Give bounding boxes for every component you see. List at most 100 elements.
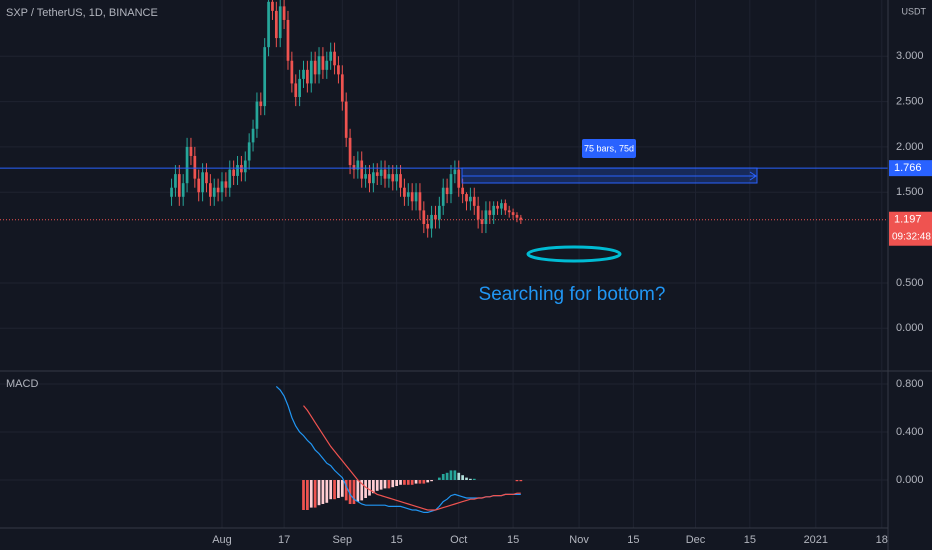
histogram-bar — [465, 477, 468, 480]
histogram-bar — [472, 478, 476, 480]
candle-body — [274, 10, 278, 39]
candle-body — [294, 83, 298, 98]
candle-body — [472, 196, 476, 206]
histogram-bar — [445, 472, 449, 480]
histogram-bar — [383, 480, 387, 489]
candle-body — [220, 181, 224, 193]
histogram-bar — [453, 470, 457, 480]
candle-body — [228, 169, 232, 188]
histogram-bar — [410, 480, 414, 485]
candle-body — [189, 146, 193, 156]
measure-label: 75 bars, 75d — [584, 143, 634, 153]
candle-body — [515, 214, 519, 218]
histogram-bar — [406, 480, 410, 485]
candle-body — [375, 172, 379, 176]
candle-body — [449, 174, 453, 195]
histogram-bar — [317, 480, 321, 506]
candle-body — [340, 74, 344, 102]
candle-body — [298, 78, 301, 98]
y-tick-label: 0.000 — [896, 322, 924, 334]
x-tick-label: 15 — [744, 534, 756, 546]
candle-body — [465, 194, 468, 202]
y-tick-label: 0.400 — [896, 426, 924, 438]
histogram-bar — [360, 480, 364, 501]
histogram-bar — [344, 480, 348, 501]
candle-body — [364, 174, 367, 179]
histogram-bar — [469, 478, 472, 480]
histogram-bar — [348, 480, 352, 504]
histogram-bar — [372, 480, 375, 494]
candle-body — [356, 160, 360, 170]
histogram-bar — [306, 480, 309, 510]
candle-body — [395, 174, 399, 182]
candle-body — [383, 169, 387, 179]
candle-body — [461, 187, 464, 195]
histogram-bar — [418, 480, 422, 484]
candle-body — [325, 60, 329, 70]
histogram-bar — [325, 480, 329, 503]
candle-body — [278, 6, 282, 39]
candle-body — [387, 174, 391, 179]
candle-body — [290, 60, 294, 84]
candle-body — [306, 69, 309, 84]
candle-body — [174, 174, 177, 188]
currency-label: USDT — [902, 6, 927, 16]
annotation-ellipse — [526, 245, 622, 263]
candle-body — [511, 212, 515, 215]
candle-body — [480, 219, 484, 224]
candle-body — [469, 196, 472, 202]
candle-body — [247, 142, 251, 161]
countdown-label: 09:32:48 — [892, 231, 931, 242]
price-tag — [889, 211, 932, 246]
histogram-bar — [368, 480, 371, 496]
candle-body — [492, 205, 496, 215]
candle-body — [337, 65, 340, 75]
x-tick-label: Dec — [686, 534, 706, 546]
candle-body — [263, 47, 267, 107]
candle-body — [422, 210, 426, 224]
candle-body — [344, 101, 348, 138]
price-tag-label: 1.766 — [894, 162, 922, 174]
candle-body — [368, 174, 371, 184]
candle-body — [224, 181, 228, 188]
candle-body — [271, 1, 274, 11]
y-tick-label: 0.000 — [896, 474, 924, 486]
x-tick-label: 2021 — [804, 534, 828, 546]
candle-body — [391, 174, 395, 182]
candle-body — [406, 192, 410, 197]
candle-body — [313, 60, 317, 75]
histogram-bar — [461, 475, 464, 480]
candle-body — [500, 203, 503, 209]
histogram-bar — [379, 480, 383, 490]
candle-body — [488, 210, 492, 215]
candle-body — [496, 205, 499, 209]
histogram-bar — [515, 480, 519, 482]
histogram-bar — [414, 480, 418, 484]
candle-body — [507, 210, 511, 213]
candle-body — [216, 187, 220, 193]
candle-body — [232, 169, 236, 176]
candle-body — [457, 169, 461, 188]
histogram-bar — [309, 480, 313, 508]
candle-body — [259, 101, 263, 107]
y-tick-label: 0.800 — [896, 378, 924, 390]
histogram-bar — [340, 480, 344, 497]
candle-body — [476, 205, 480, 220]
histogram-bar — [441, 474, 445, 480]
pane-title: MACD — [6, 378, 38, 390]
candle-body — [236, 165, 239, 176]
candle-body — [212, 187, 216, 197]
candle-body — [309, 60, 313, 84]
histogram-bar — [519, 480, 523, 482]
histogram-bar — [437, 477, 441, 480]
candle-body — [255, 101, 259, 129]
candle-body — [170, 187, 173, 197]
histogram-bar — [395, 480, 399, 486]
candle-body — [286, 19, 290, 61]
candle-body — [321, 56, 325, 70]
x-tick-label: Nov — [569, 534, 589, 546]
candle-body — [197, 178, 201, 193]
